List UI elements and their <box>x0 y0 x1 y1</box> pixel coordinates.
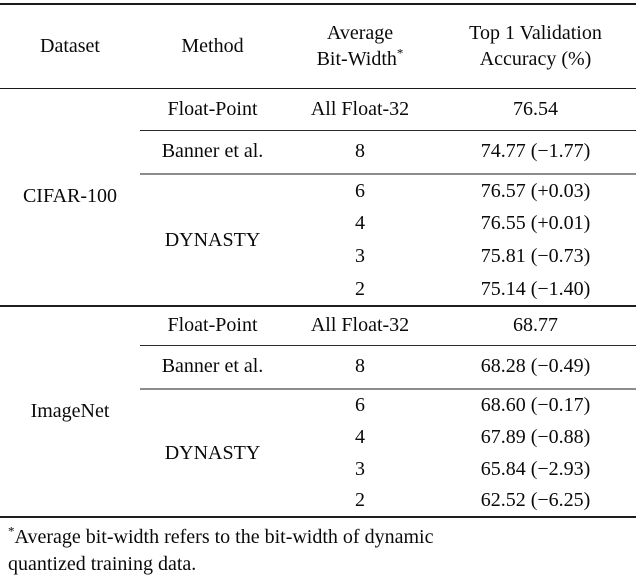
footnote-line-1: *Average bit-width refers to the bit-wid… <box>8 524 636 551</box>
method-cell: Float-Point <box>140 88 285 131</box>
accuracy-cell: 76.55 (+0.01) <box>480 212 591 234</box>
bitwidth-cell: All Float-32 <box>285 306 435 346</box>
table-row: Banner et al. 8 68.28 (−0.49) <box>0 345 636 390</box>
footnote-asterisk: * <box>8 523 15 539</box>
bitwidth-cell: 4 <box>355 212 365 234</box>
method-cell: Banner et al. <box>140 130 285 175</box>
table-row: 4 67.89 (−0.88) <box>0 421 636 453</box>
bitwidth-cell: 8 <box>285 130 435 175</box>
footnote-text-2: quantized training data. <box>8 553 197 575</box>
header-avg-bitwidth-line2: Bit-Width* <box>285 46 435 72</box>
accuracy-cell: 65.84 (−2.93) <box>480 457 591 480</box>
method-cell: Float-Point <box>140 306 285 346</box>
accuracy-cell: 75.81 (−0.73) <box>480 245 591 267</box>
header-method-label: Method <box>181 35 244 58</box>
header-bitwidth-text: Bit-Width <box>316 48 397 71</box>
accuracy-cell: 68.77 <box>435 306 636 346</box>
bitwidth-cell: 8 <box>285 345 435 390</box>
accuracy-cell: 76.54 <box>435 88 636 131</box>
header-dataset: Dataset <box>0 4 140 89</box>
bitwidth-cell: 2 <box>355 277 365 300</box>
header-accuracy-line2: Accuracy (%) <box>479 48 592 71</box>
table-row: 3 65.84 (−2.93) <box>0 453 636 485</box>
accuracy-cell: 67.89 (−0.88) <box>480 425 591 448</box>
accuracy-cell: 75.14 (−1.40) <box>480 277 591 300</box>
accuracy-cell: 68.60 (−0.17) <box>480 394 591 416</box>
header-dataset-label: Dataset <box>40 35 100 58</box>
table-row: Banner et al. 8 74.77 (−1.77) <box>0 130 636 175</box>
table-row: ImageNet Float-Point All Float-32 68.77 <box>0 306 636 422</box>
footnote: *Average bit-width refers to the bit-wid… <box>8 524 636 578</box>
table-row: 2 75.14 (−1.40) <box>0 273 636 306</box>
table-row: 4 76.55 (+0.01) <box>0 207 636 240</box>
section-imagenet: ImageNet Float-Point All Float-32 68.77 … <box>0 306 636 517</box>
header-accuracy-line1: Top 1 Validation <box>469 22 602 45</box>
footnote-line-2: quantized training data. <box>8 551 636 578</box>
bitwidth-cell: 6 <box>355 179 365 202</box>
section-cifar100: CIFAR-100 Float-Point All Float-32 76.54… <box>0 88 636 306</box>
bitwidth-cell: 6 <box>355 394 365 416</box>
table-row: DYNASTY 6 76.57 (+0.03) <box>0 174 636 251</box>
method-cell: Banner et al. <box>140 345 285 390</box>
header-avg-bitwidth: Average Bit-Width* <box>285 4 435 89</box>
method-label-dynasty: DYNASTY <box>164 228 261 251</box>
accuracy-cell: 68.28 (−0.49) <box>435 345 636 390</box>
bitwidth-cell: 3 <box>355 245 365 267</box>
accuracy-cell: 76.57 (+0.03) <box>480 179 591 202</box>
table-row: CIFAR-100 Float-Point All Float-32 76.54 <box>0 88 636 207</box>
header-avg-bitwidth-line1: Average <box>326 22 394 45</box>
header-method: Method <box>140 4 285 89</box>
header-accuracy: Top 1 Validation Accuracy (%) <box>435 4 636 89</box>
dataset-label-imagenet: ImageNet <box>30 400 110 422</box>
table-header: Dataset Method Average Bit-Width* Top 1 … <box>0 4 636 89</box>
accuracy-cell: 74.77 (−1.77) <box>435 130 636 175</box>
header-row: Dataset Method Average Bit-Width* Top 1 … <box>0 4 636 89</box>
method-label-dynasty: DYNASTY <box>164 441 261 464</box>
bitwidth-cell: 4 <box>355 425 365 448</box>
bitwidth-cell: 2 <box>355 489 365 511</box>
table-row: DYNASTY 6 68.60 (−0.17) <box>0 389 636 464</box>
table-row: 2 62.52 (−6.25) <box>0 485 636 517</box>
bitwidth-cell: All Float-32 <box>285 88 435 131</box>
bitwidth-cell: 3 <box>355 457 365 480</box>
accuracy-cell: 62.52 (−6.25) <box>480 489 591 511</box>
results-table: Dataset Method Average Bit-Width* Top 1 … <box>0 3 636 518</box>
footnote-text-1: Average bit-width refers to the bit-widt… <box>14 526 434 548</box>
header-asterisk: * <box>396 45 404 61</box>
dataset-label-cifar100: CIFAR-100 <box>22 185 118 208</box>
table-row: 3 75.81 (−0.73) <box>0 240 636 273</box>
